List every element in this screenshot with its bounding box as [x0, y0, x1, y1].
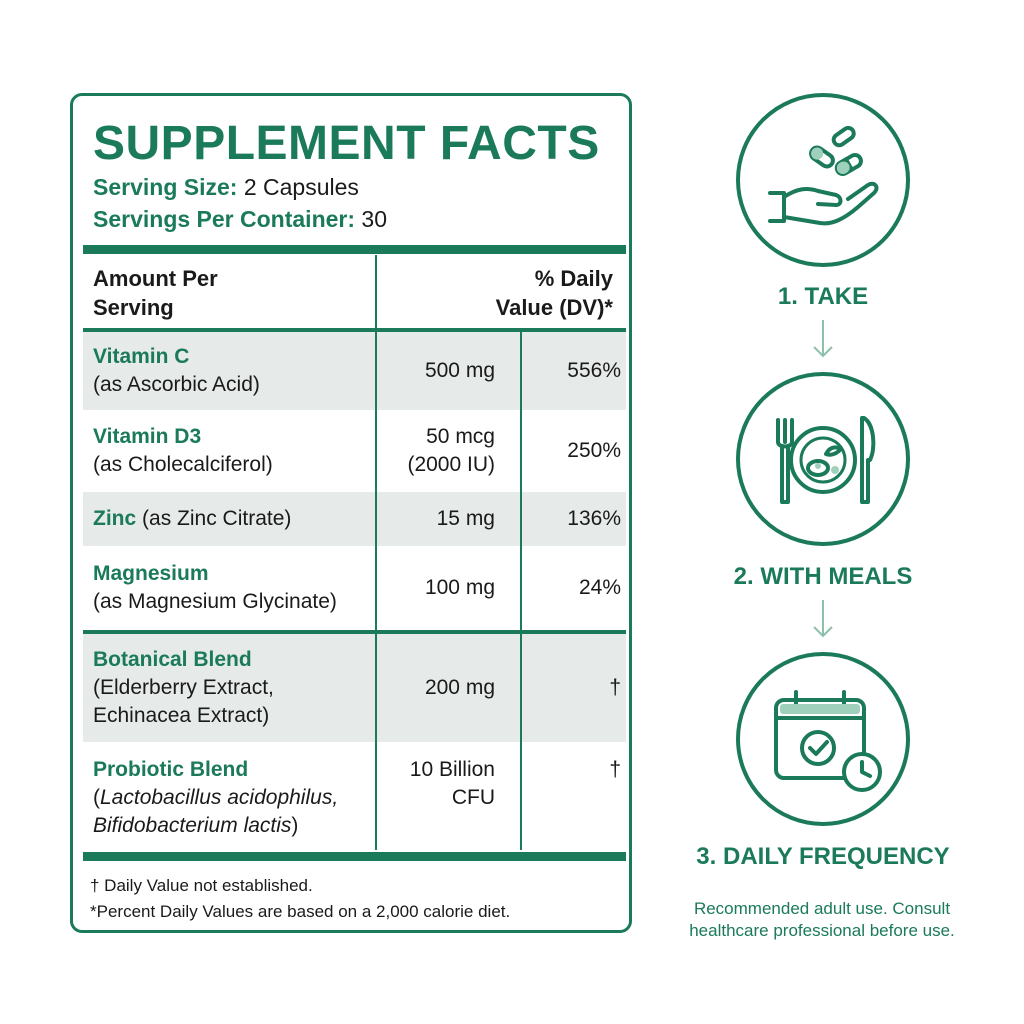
plate-fork-knife-icon: [776, 416, 876, 504]
footnote-percent-daily-values: *Percent Daily Values are based on a 2,0…: [90, 902, 511, 921]
serving-size-label: Serving Size:: [93, 174, 238, 200]
servings-per-container-label: Servings Per Container:: [93, 206, 356, 232]
step-2-label: 2. WITH MEALS: [733, 563, 913, 590]
amount-value: 50 mcg: [426, 425, 495, 448]
arrow-down-icon: [813, 320, 833, 358]
ingredient-detail-line2: Echinacea Extract): [93, 704, 270, 727]
dv-header-line2: Value (DV)*: [495, 295, 613, 320]
amount-value: 100 mg: [424, 576, 495, 599]
header-bottom-bar: [83, 328, 626, 332]
serving-size-value: 2 Capsules: [237, 174, 359, 200]
dv-value: †: [609, 676, 621, 699]
section-divider: [83, 630, 626, 634]
amount-value-secondary: (2000 IU): [407, 453, 495, 476]
dv-value: †: [609, 758, 621, 781]
amount-header-line1: Amount Per: [93, 266, 218, 291]
dv-value: 250%: [567, 439, 621, 462]
ingredient-detail: (as Magnesium Glycinate): [93, 590, 337, 613]
amount-value-secondary: CFU: [451, 786, 495, 809]
detail-paren-open: (: [93, 786, 100, 809]
ingredient-detail: Lactobacillus acidophilus,: [100, 786, 339, 809]
column-divider: [520, 332, 522, 850]
ingredient-name: Magnesium: [93, 562, 209, 585]
facts-title: SUPPLEMENT FACTS: [93, 117, 600, 170]
ingredient-detail: (Elderberry Extract,: [93, 676, 274, 699]
table-row: Magnesium (as Magnesium Glycinate) 100 m…: [83, 546, 626, 630]
amount-value: 200 mg: [424, 676, 495, 699]
amount-value: 10 Billion: [409, 758, 495, 781]
step-2-icon-circle: [736, 372, 910, 546]
usage-note-line2: healthcare professional before use.: [689, 921, 955, 940]
amount-per-serving-header: Amount Per Serving: [93, 264, 373, 322]
servings-per-container: Servings Per Container: 30: [93, 206, 387, 233]
servings-per-container-value: 30: [355, 206, 388, 232]
amount-value: 500 mg: [424, 359, 495, 382]
footnote-dv-not-established: † Daily Value not established.: [90, 876, 313, 895]
dv-value: 136%: [567, 507, 621, 530]
daily-value-header: % Daily Value (DV)*: [393, 264, 613, 322]
table-row: Zinc (as Zinc Citrate) 15 mg 136%: [83, 492, 626, 546]
dv-header-line1: % Daily: [534, 266, 613, 291]
arrow-down-icon: [813, 600, 833, 638]
table-row: Botanical Blend (Elderberry Extract, Ech…: [83, 634, 626, 742]
hand-capsules-icon: [768, 125, 879, 226]
ingredient-detail: (as Cholecalciferol): [93, 453, 273, 476]
dv-value: 24%: [578, 576, 621, 599]
usage-note: Recommended adult use. Consult healthcar…: [652, 898, 992, 942]
ingredient-detail: (as Zinc Citrate): [142, 507, 292, 530]
calendar-check-clock-icon: [774, 690, 882, 792]
detail-paren-close: ): [291, 814, 299, 837]
step-3-icon-circle: [736, 652, 910, 826]
step-1-label: 1. TAKE: [777, 283, 869, 310]
table-row: Vitamin C (as Ascorbic Acid) 500 mg 556%: [83, 332, 626, 410]
step-1-icon-circle: [736, 93, 910, 267]
ingredient-name: Zinc: [93, 507, 137, 530]
serving-size: Serving Size: 2 Capsules: [93, 174, 359, 201]
ingredient-name: Vitamin D3: [93, 425, 202, 448]
ingredient-name: Vitamin C: [93, 345, 190, 368]
table-row: Probiotic Blend (Lactobacillus acidophil…: [83, 742, 626, 850]
amount-value: 15 mg: [436, 507, 495, 530]
table-bottom-bar: [83, 852, 626, 861]
column-divider: [375, 332, 377, 850]
dv-value: 556%: [567, 359, 621, 382]
supplement-facts-panel: SUPPLEMENT FACTS Serving Size: 2 Capsule…: [70, 93, 632, 933]
header-divider: [375, 255, 377, 330]
header-top-bar: [83, 245, 626, 254]
ingredient-name: Botanical Blend: [93, 648, 252, 671]
amount-header-line2: Serving: [93, 295, 174, 320]
ingredient-name: Probiotic Blend: [93, 758, 249, 781]
table-row: Vitamin D3 (as Cholecalciferol) 50 mcg (…: [83, 410, 626, 492]
usage-note-line1: Recommended adult use. Consult: [693, 899, 951, 918]
step-3-label: 3. DAILY FREQUENCY: [696, 843, 950, 870]
ingredient-detail: (as Ascorbic Acid): [93, 373, 260, 396]
ingredient-detail-line2: Bifidobacterium lactis: [93, 814, 292, 837]
